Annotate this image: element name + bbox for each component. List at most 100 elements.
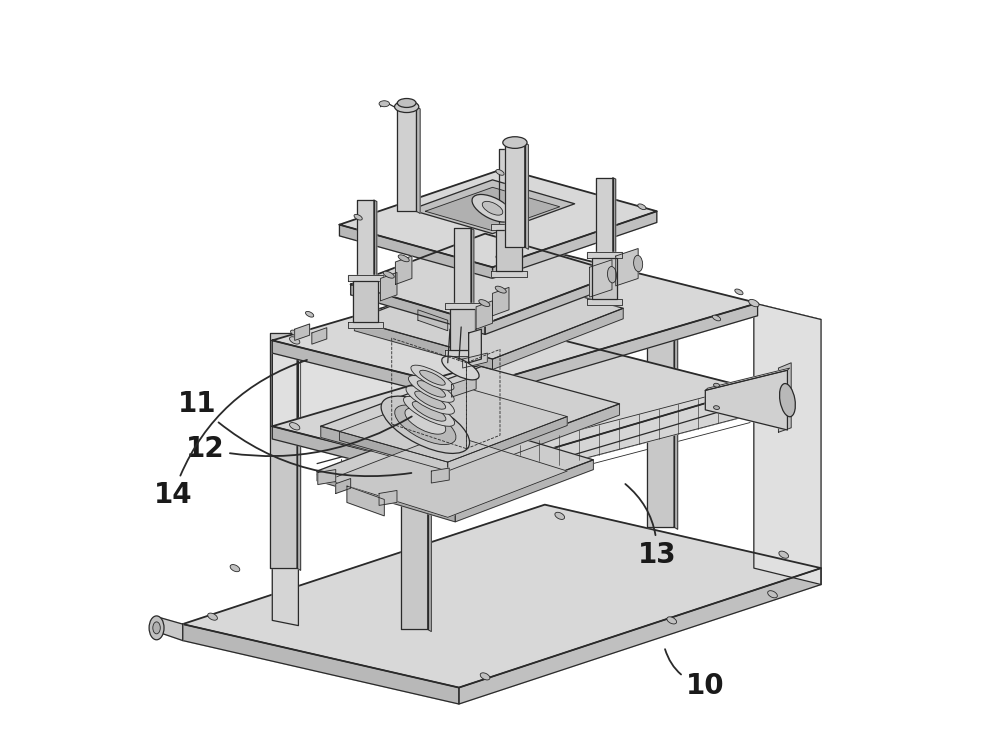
Polygon shape: [778, 363, 791, 432]
Polygon shape: [466, 303, 758, 402]
Ellipse shape: [638, 204, 646, 209]
Polygon shape: [381, 272, 397, 301]
Ellipse shape: [290, 337, 300, 344]
Polygon shape: [431, 468, 449, 483]
Ellipse shape: [667, 617, 677, 624]
Polygon shape: [754, 303, 821, 584]
Polygon shape: [587, 252, 622, 258]
Ellipse shape: [525, 460, 535, 468]
Polygon shape: [485, 273, 619, 334]
Polygon shape: [418, 310, 448, 331]
Polygon shape: [647, 292, 674, 527]
Ellipse shape: [730, 399, 740, 406]
Polygon shape: [339, 224, 493, 278]
Ellipse shape: [383, 272, 394, 278]
Polygon shape: [516, 150, 519, 274]
Polygon shape: [455, 460, 593, 522]
Polygon shape: [410, 180, 575, 233]
Polygon shape: [318, 470, 336, 485]
Polygon shape: [347, 486, 384, 516]
Polygon shape: [448, 417, 567, 471]
Polygon shape: [351, 284, 485, 334]
Polygon shape: [272, 340, 466, 475]
Polygon shape: [493, 308, 623, 370]
Polygon shape: [374, 200, 377, 325]
Ellipse shape: [607, 266, 617, 283]
Ellipse shape: [406, 386, 454, 414]
Ellipse shape: [408, 375, 454, 402]
Polygon shape: [587, 299, 622, 305]
Polygon shape: [596, 177, 613, 301]
Polygon shape: [451, 376, 476, 397]
Ellipse shape: [395, 405, 456, 444]
Ellipse shape: [411, 365, 454, 390]
Polygon shape: [272, 254, 758, 389]
Polygon shape: [543, 230, 547, 468]
Polygon shape: [493, 287, 509, 316]
Polygon shape: [674, 292, 678, 530]
Polygon shape: [496, 230, 522, 271]
Ellipse shape: [442, 356, 479, 380]
Polygon shape: [353, 280, 378, 322]
Polygon shape: [295, 324, 310, 340]
Ellipse shape: [398, 255, 409, 262]
Ellipse shape: [291, 330, 299, 336]
Polygon shape: [354, 320, 493, 370]
Polygon shape: [354, 269, 623, 359]
Ellipse shape: [496, 255, 504, 261]
Text: 13: 13: [625, 484, 676, 568]
Polygon shape: [397, 107, 416, 211]
Ellipse shape: [149, 616, 164, 640]
Polygon shape: [348, 322, 383, 328]
Polygon shape: [705, 370, 787, 430]
Polygon shape: [507, 385, 750, 479]
Polygon shape: [499, 150, 516, 272]
Polygon shape: [590, 260, 612, 297]
Ellipse shape: [409, 465, 419, 473]
Ellipse shape: [479, 300, 490, 307]
Ellipse shape: [395, 101, 419, 112]
Polygon shape: [428, 394, 431, 631]
Polygon shape: [272, 340, 298, 625]
Polygon shape: [272, 340, 466, 402]
Ellipse shape: [780, 384, 795, 417]
Text: 12: 12: [186, 417, 412, 463]
Polygon shape: [471, 228, 474, 353]
Polygon shape: [445, 350, 480, 356]
Ellipse shape: [779, 551, 789, 558]
Polygon shape: [450, 309, 475, 350]
Polygon shape: [357, 200, 374, 323]
Polygon shape: [491, 224, 527, 230]
Ellipse shape: [768, 591, 777, 598]
Polygon shape: [416, 107, 420, 213]
Polygon shape: [328, 434, 567, 518]
Polygon shape: [401, 394, 428, 629]
Ellipse shape: [405, 408, 446, 434]
Ellipse shape: [290, 423, 300, 430]
Polygon shape: [379, 491, 397, 506]
Polygon shape: [272, 340, 298, 426]
Polygon shape: [454, 228, 471, 352]
Polygon shape: [616, 248, 638, 286]
Polygon shape: [425, 187, 560, 230]
Text: 11: 11: [178, 390, 411, 476]
Polygon shape: [272, 426, 463, 488]
Polygon shape: [395, 256, 412, 284]
Polygon shape: [157, 616, 183, 640]
Polygon shape: [351, 233, 619, 324]
Ellipse shape: [417, 381, 445, 397]
Ellipse shape: [271, 531, 281, 538]
Polygon shape: [348, 275, 383, 280]
Polygon shape: [469, 329, 481, 363]
Polygon shape: [339, 386, 567, 462]
Ellipse shape: [354, 215, 362, 220]
Ellipse shape: [714, 383, 719, 387]
Text: 14: 14: [154, 360, 307, 509]
Polygon shape: [459, 568, 821, 704]
Ellipse shape: [472, 194, 513, 222]
Polygon shape: [525, 143, 528, 249]
Polygon shape: [339, 169, 657, 267]
Ellipse shape: [749, 299, 759, 307]
Ellipse shape: [482, 201, 503, 215]
Ellipse shape: [415, 391, 446, 409]
